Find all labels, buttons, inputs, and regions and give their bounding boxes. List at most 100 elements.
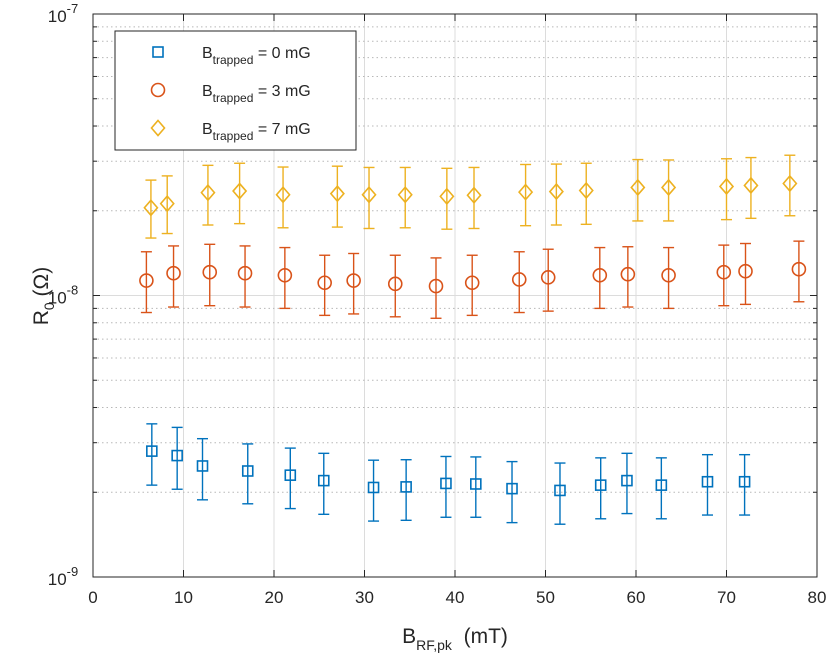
data-point bbox=[578, 181, 594, 200]
x-axis-title-sub: RF,pk bbox=[416, 637, 453, 653]
y-axis-title-main: R bbox=[30, 310, 53, 325]
error-bar bbox=[277, 166, 289, 229]
data-point bbox=[511, 272, 527, 287]
data-point bbox=[540, 270, 556, 285]
grid-lines bbox=[93, 14, 817, 577]
data-point bbox=[166, 265, 181, 281]
error-bar bbox=[745, 156, 757, 220]
error-bar bbox=[440, 455, 452, 518]
data-point bbox=[241, 465, 254, 477]
error-bar bbox=[204, 243, 216, 307]
data-point bbox=[661, 178, 677, 197]
data-point bbox=[440, 477, 452, 490]
data-point bbox=[317, 275, 332, 291]
error-bar bbox=[399, 166, 411, 229]
data-point bbox=[594, 479, 607, 491]
data-point bbox=[171, 449, 183, 462]
series-0 bbox=[146, 423, 751, 525]
data-point bbox=[592, 267, 608, 283]
error-bar bbox=[701, 453, 713, 516]
data-point bbox=[232, 182, 248, 200]
legend-marker-1 bbox=[150, 82, 166, 98]
x-axis-title-unit: (mT) bbox=[464, 625, 508, 648]
data-point bbox=[621, 474, 633, 487]
error-bar bbox=[580, 162, 592, 226]
error-bar bbox=[663, 246, 675, 310]
data-point bbox=[387, 276, 403, 292]
data-point bbox=[200, 183, 216, 202]
error-bar bbox=[550, 163, 562, 226]
error-bar bbox=[655, 457, 667, 520]
error-bar bbox=[161, 175, 173, 235]
data-point bbox=[791, 261, 807, 277]
legend-marker-0 bbox=[152, 46, 164, 58]
error-bar bbox=[234, 162, 246, 225]
error-bar bbox=[721, 158, 732, 221]
data-point bbox=[397, 186, 413, 204]
data-point bbox=[466, 186, 482, 205]
y-axis-title-sub: 0 bbox=[41, 302, 57, 310]
x-axis-title-main: B bbox=[402, 625, 416, 648]
series-1 bbox=[139, 240, 807, 319]
error-bar bbox=[595, 457, 607, 520]
error-bar bbox=[466, 254, 478, 317]
error-bar bbox=[793, 240, 805, 303]
data-point bbox=[630, 178, 646, 197]
error-bar bbox=[400, 459, 412, 522]
error-bar bbox=[718, 244, 730, 307]
data-point bbox=[738, 475, 751, 488]
data-point bbox=[284, 469, 297, 481]
error-bar bbox=[168, 245, 180, 308]
series-layer bbox=[139, 154, 807, 525]
data-point bbox=[143, 199, 159, 217]
x-axis-title: BRF,pk (mT) bbox=[402, 625, 508, 653]
data-point bbox=[655, 479, 668, 491]
x-tick-label: 30 bbox=[355, 588, 374, 607]
data-point bbox=[317, 474, 330, 487]
tick-labels: 0 10 20 30 40 50 60 70 80 10-9 10-8 10-7 bbox=[48, 1, 827, 607]
y-axis-title-unit: (Ω) bbox=[30, 267, 53, 297]
y-axis-title: R0 (Ω) bbox=[30, 267, 57, 326]
data-point bbox=[196, 460, 209, 472]
x-tick-label: 10 bbox=[174, 588, 193, 607]
legend-entry-0-label: Btrapped = 0 mG bbox=[202, 45, 311, 67]
x-tick-label: 40 bbox=[446, 588, 465, 607]
error-bar bbox=[441, 167, 453, 230]
error-bar bbox=[279, 246, 291, 310]
data-point bbox=[620, 266, 636, 282]
data-point bbox=[464, 275, 480, 291]
data-point bbox=[782, 174, 798, 193]
error-bar bbox=[470, 456, 482, 518]
error-bar bbox=[513, 251, 525, 314]
data-point bbox=[743, 176, 759, 195]
y-tick-label: 10-7 bbox=[48, 1, 78, 26]
error-bar bbox=[239, 245, 251, 308]
data-point bbox=[329, 184, 345, 203]
data-point bbox=[159, 194, 175, 213]
error-bar bbox=[171, 426, 183, 490]
error-bar bbox=[622, 246, 634, 308]
error-bar bbox=[506, 460, 518, 524]
data-point bbox=[701, 475, 714, 488]
legend: Btrapped = 0 mG Btrapped = 3 mG Btrapped… bbox=[114, 30, 357, 151]
x-tick-label: 60 bbox=[627, 588, 646, 607]
legend-entry-2-label: Btrapped = 7 mG bbox=[202, 121, 311, 143]
legend-entry-1-label: Btrapped = 3 mG bbox=[202, 83, 311, 105]
legend-markers bbox=[150, 46, 166, 137]
data-point bbox=[506, 482, 518, 495]
error-bar bbox=[140, 251, 152, 314]
error-bar bbox=[363, 166, 375, 230]
axis-ticks bbox=[92, 13, 818, 578]
error-bar bbox=[389, 254, 401, 318]
data-point bbox=[277, 267, 293, 283]
data-point bbox=[738, 263, 753, 279]
x-tick-label: 50 bbox=[536, 588, 555, 607]
error-bar bbox=[348, 252, 360, 315]
series-2 bbox=[143, 154, 798, 239]
data-point bbox=[275, 186, 291, 204]
error-bar bbox=[542, 248, 554, 312]
x-tick-label: 20 bbox=[265, 588, 284, 607]
error-bar bbox=[202, 164, 214, 226]
legend-marker-2 bbox=[150, 119, 166, 137]
